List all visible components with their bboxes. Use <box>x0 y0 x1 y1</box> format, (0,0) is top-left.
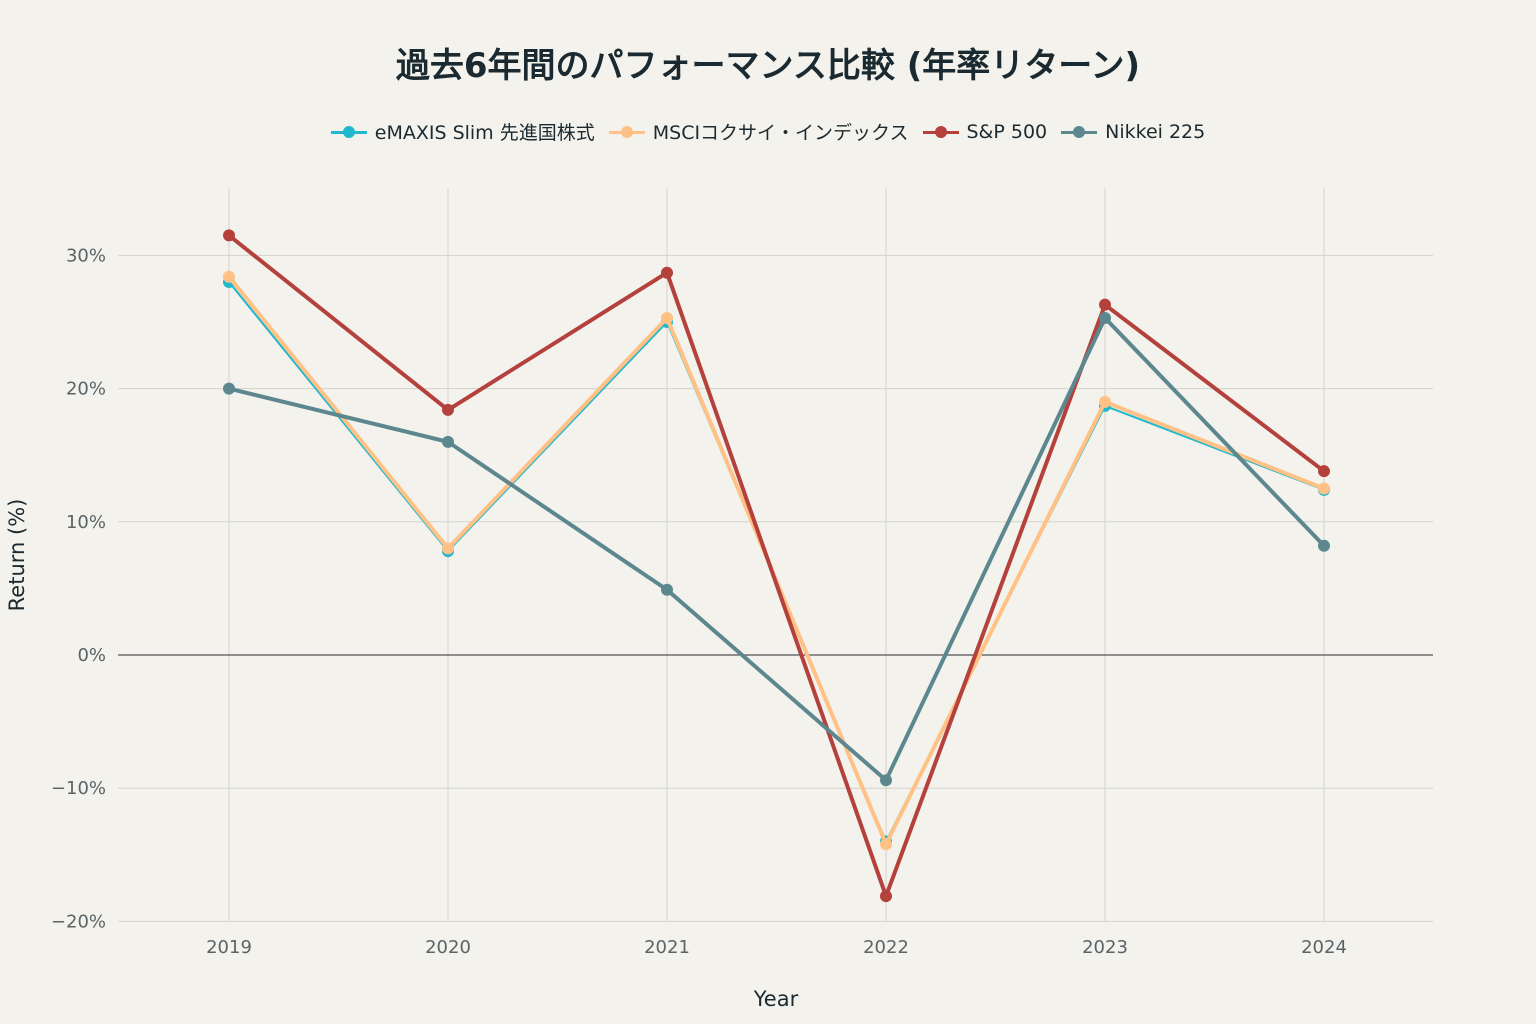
legend-swatch-nikkei <box>1061 125 1098 138</box>
legend-dot-sp500 <box>934 125 947 138</box>
x-axis-title: Year <box>753 987 799 1011</box>
legend-swatch-msci <box>608 125 645 138</box>
series-3 <box>223 312 1330 787</box>
series-line-1 <box>227 275 1325 847</box>
data-point-3-2019 <box>223 382 235 395</box>
data-point-2-2024 <box>1318 465 1330 478</box>
legend-item-msci[interactable]: MSCIコクサイ・インデックス <box>608 118 909 145</box>
grid-layer <box>118 188 1433 922</box>
data-point-3-2022 <box>880 774 892 787</box>
legend-swatch-sp500 <box>922 125 959 138</box>
data-point-2-2023 <box>1099 298 1111 311</box>
legend-label-nikkei: Nikkei 225 <box>1105 120 1206 143</box>
series-2 <box>223 229 1330 903</box>
x-tick-label-2024: 2024 <box>1301 937 1347 958</box>
legend-dot-msci <box>620 125 633 138</box>
data-point-2-2020 <box>442 403 454 416</box>
data-point-3-2020 <box>442 435 454 448</box>
data-point-3-2021 <box>661 583 673 596</box>
data-point-2-2021 <box>661 266 673 279</box>
data-point-3-2024 <box>1318 539 1330 552</box>
y-axis-title: Return (%) <box>5 499 29 612</box>
data-point-1-2024 <box>1318 482 1330 495</box>
data-point-1-2020 <box>442 542 454 555</box>
legend-label-emaxis: eMAXIS Slim 先進国株式 <box>374 122 595 144</box>
label-layer: 2019 2020 2021 2022 2023 2024 −20% −10% 0% 10% 20%… <box>51 245 1347 958</box>
legend-item-nikkei[interactable]: Nikkei 225 <box>1061 118 1205 145</box>
legend-swatch-emaxis <box>330 125 367 138</box>
x-tick-label-2019: 2019 <box>206 937 252 958</box>
chart-title: 過去6年間のパフォーマンス比較 (年率リターン) <box>395 46 1141 86</box>
data-point-1-2023 <box>1099 395 1111 408</box>
y-tick-label-20: 20% <box>66 379 106 400</box>
y-tick-label-30: 30% <box>66 245 106 266</box>
legend-item-sp500[interactable]: S&P 500 <box>922 118 1048 145</box>
data-point-1-2021 <box>661 312 673 325</box>
series-line-2 <box>227 233 1326 899</box>
y-tick-label-0: 0% <box>77 645 106 666</box>
series-line-3 <box>228 316 1326 783</box>
legend-item-emaxis[interactable]: eMAXIS Slim 先進国株式 <box>330 118 595 145</box>
data-point-2-2019 <box>223 229 235 242</box>
x-tick-label-2022: 2022 <box>863 937 909 958</box>
legend: eMAXIS Slim 先進国株式 MSCIコクサイ・インデックス S&P 50… <box>0 118 1536 145</box>
x-tick-label-2023: 2023 <box>1082 937 1128 958</box>
legend-label-sp500: S&P 500 <box>966 120 1048 143</box>
legend-label-msci: MSCIコクサイ・インデックス <box>652 122 909 144</box>
series-layer <box>223 229 1330 903</box>
y-tick-label--20: −20% <box>51 911 106 932</box>
data-point-1-2019 <box>223 270 235 283</box>
x-tick-label-2020: 2020 <box>425 937 471 958</box>
data-point-2-2022 <box>880 890 892 903</box>
legend-dot-nikkei <box>1073 125 1086 138</box>
legend-dot-emaxis <box>342 125 355 138</box>
series-1 <box>223 270 1330 851</box>
y-tick-label-10: 10% <box>66 512 106 533</box>
y-tick-label--10: −10% <box>51 778 106 799</box>
data-point-3-2023 <box>1099 312 1111 325</box>
x-tick-label-2021: 2021 <box>644 937 690 958</box>
data-point-1-2022 <box>880 838 892 851</box>
